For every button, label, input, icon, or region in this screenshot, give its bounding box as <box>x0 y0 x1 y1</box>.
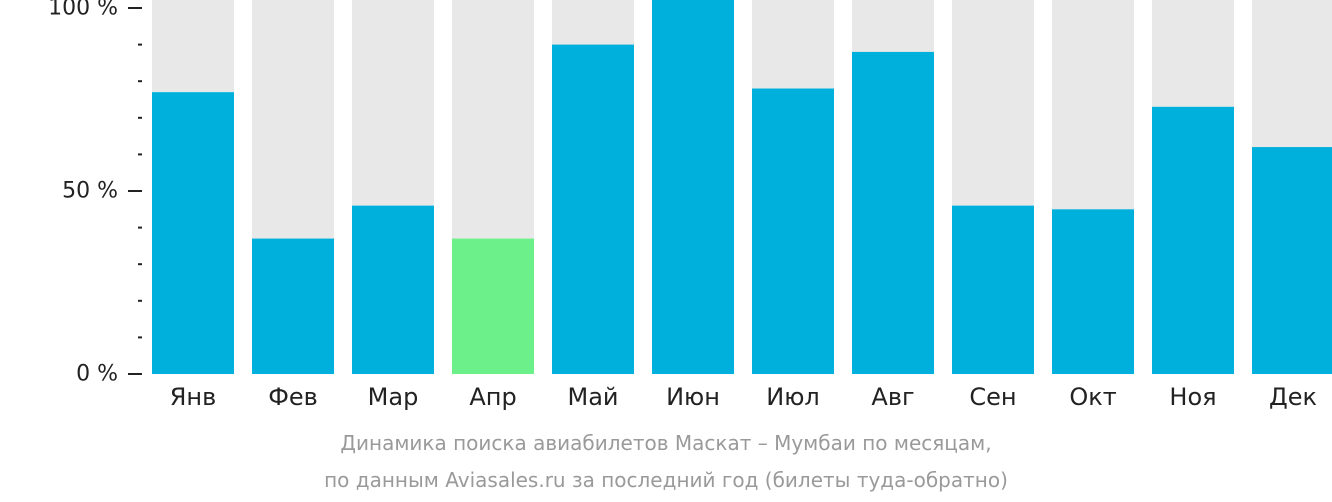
x-tick-label: Май <box>567 383 618 411</box>
x-tick-label: Окт <box>1069 383 1116 411</box>
bar-9[interactable] <box>952 205 1034 374</box>
bar-5[interactable] <box>552 44 634 374</box>
y-axis: 0 % 50 % 100 % <box>48 0 142 387</box>
x-tick-label: Апр <box>469 383 516 411</box>
bar-6[interactable] <box>652 0 734 374</box>
bar-2[interactable] <box>252 238 334 374</box>
bar-7[interactable] <box>752 88 834 375</box>
bar-4[interactable] <box>452 238 534 374</box>
x-tick-label: Авг <box>871 383 914 411</box>
x-tick-label: Янв <box>170 383 217 411</box>
x-tick-label: Июл <box>766 383 820 411</box>
y-tick-label: 50 % <box>62 179 118 204</box>
y-tick-label: 0 % <box>76 362 118 387</box>
bars <box>152 0 1332 375</box>
chart-caption-line-1: Динамика поиска авиабилетов Маскат – Мум… <box>340 431 992 455</box>
bar-12[interactable] <box>1252 147 1332 374</box>
x-tick-label: Июн <box>666 383 720 411</box>
x-tick-label: Дек <box>1269 383 1317 411</box>
bar-8[interactable] <box>852 51 934 375</box>
x-tick-label: Сен <box>969 383 1016 411</box>
bar-11[interactable] <box>1152 106 1234 374</box>
y-tick-label: 100 % <box>48 0 118 21</box>
chart-caption-line-2: по данным Aviasales.ru за последний год … <box>324 468 1008 492</box>
x-axis-labels: Янв Фев Мар Апр Май Июн Июл Авг Сен Окт Ноя Дек <box>170 383 1317 411</box>
bar-1[interactable] <box>152 92 234 375</box>
x-tick-label: Фев <box>268 383 318 411</box>
bar-10[interactable] <box>1052 209 1134 374</box>
bar-3[interactable] <box>352 205 434 374</box>
x-tick-label: Ноя <box>1169 383 1216 411</box>
x-tick-label: Мар <box>368 383 419 411</box>
